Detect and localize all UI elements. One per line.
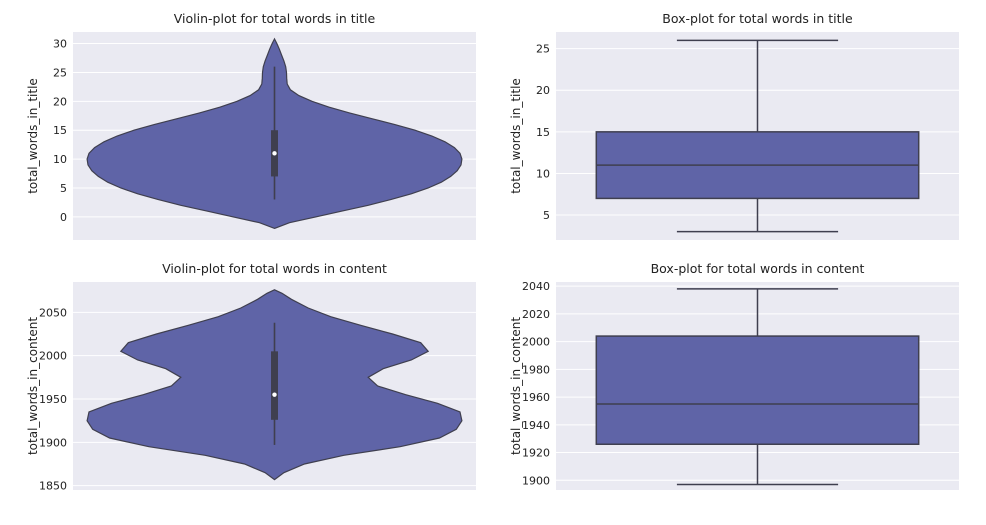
chart-1-violin-plot: 0 5 10 15 20 25 30 Violin-plot for total words … [26,11,476,240]
chart-4-box-plot: 1900 1920 1940 1960 1980 2000 2020 2040 Box-plot… [509,261,959,490]
y-tick-label: 20 [53,95,67,108]
y-axis-label: total_words_in_content [509,317,523,455]
y-tick-label: 1960 [522,391,550,404]
y-tick-label: 2040 [522,280,550,293]
y-tick-label: 2000 [522,336,550,349]
y-tick-label: 2020 [522,308,550,321]
y-tick-label: 1940 [522,419,550,432]
y-tick-label: 15 [53,124,67,137]
y-tick-label: 1950 [39,393,67,406]
y-tick-label: 0 [60,211,67,224]
box-iqr [595,335,920,445]
y-tick-label: 25 [53,66,67,79]
chart-title: Box-plot for total words in title [662,11,853,26]
y-tick-label: 15 [536,126,550,139]
y-tick-label: 1980 [522,363,550,376]
y-tick-label: 2050 [39,306,67,319]
y-tick-label: 1900 [522,474,550,487]
violin-iqr-bar [271,351,278,420]
y-tick-label: 25 [536,43,550,56]
y-tick-label: 10 [536,167,550,180]
y-tick-label: 20 [536,84,550,97]
y-tick-label: 2000 [39,350,67,363]
y-tick-label: 5 [543,209,550,222]
violin-median-dot [272,151,277,156]
chart-2-box-plot: 5 10 15 20 25 Box-plot for total words in tit… [509,11,959,240]
chart-title: Violin-plot for total words in title [174,11,376,26]
y-tick-label: 10 [53,153,67,166]
chart-title: Box-plot for total words in content [651,261,865,276]
y-tick-label: 1900 [39,436,67,449]
chart-3-violin-plot: 1850 1900 1950 2000 2050 Violin-plot for tota… [26,261,476,493]
y-axis-label: total_words_in_title [26,78,40,194]
violin-median-dot [272,392,277,397]
y-axis-label: total_words_in_content [26,317,40,455]
y-tick-label: 30 [53,38,67,51]
y-axis-label: total_words_in_title [509,78,523,194]
chart-title: Violin-plot for total words in content [162,261,387,276]
y-tick-label: 1920 [522,447,550,460]
y-tick-label: 1850 [39,480,67,493]
y-tick-label: 5 [60,182,67,195]
